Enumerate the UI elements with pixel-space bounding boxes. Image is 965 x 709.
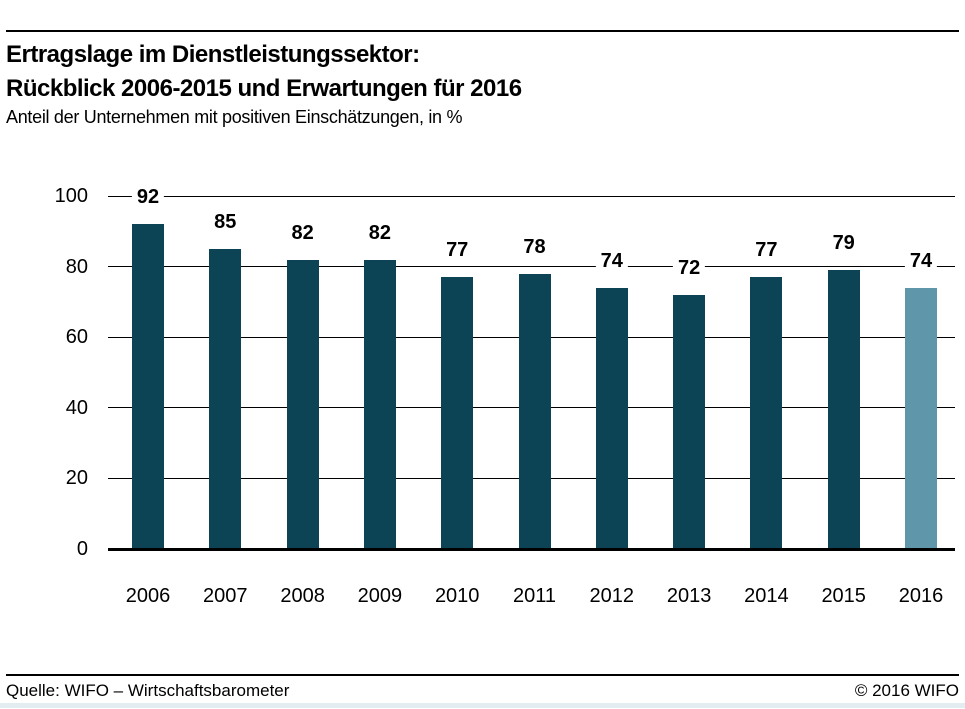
y-axis-tick-label-80: 80 xyxy=(65,255,88,278)
bar-2014 xyxy=(750,277,783,549)
x-axis-label-2009: 2009 xyxy=(357,585,403,607)
x-axis-label-2006: 2006 xyxy=(125,585,171,607)
y-axis-tick-label-100: 100 xyxy=(54,185,88,207)
bottom-strip xyxy=(0,703,965,708)
x-axis-label-2011: 2011 xyxy=(512,585,557,607)
value-label-2010: 77 xyxy=(441,239,474,262)
value-label-2014: 77 xyxy=(750,239,783,262)
chart-title-line1: Ertragslage im Dienstleistungssektor: xyxy=(6,41,420,68)
value-label-2011: 78 xyxy=(518,235,551,258)
gridline-80 xyxy=(108,266,955,268)
y-axis-tick-label-0: 0 xyxy=(76,538,88,560)
y-axis-tick-label-20: 20 xyxy=(65,467,88,490)
y-axis-tick-label-60: 60 xyxy=(65,326,88,349)
footer-rule xyxy=(6,674,959,676)
value-label-2012: 74 xyxy=(595,249,628,272)
bar-2007 xyxy=(209,248,242,549)
value-label-2007: 85 xyxy=(209,210,242,233)
chart-subtitle: Anteil der Unternehmen mit positiven Ein… xyxy=(6,107,463,127)
copyright-text: © 2016 WIFO xyxy=(854,681,959,700)
bar-2015 xyxy=(827,270,860,549)
source-text: Quelle: WIFO – Wirtschaftsbarometer xyxy=(6,681,290,700)
bar-2013 xyxy=(673,294,706,549)
bar-2008 xyxy=(286,259,319,549)
bar-2011 xyxy=(518,273,551,549)
x-axis-label-2008: 2008 xyxy=(280,585,325,607)
chart-title-line2: Rückblick 2006-2015 und Erwartungen für … xyxy=(6,75,522,102)
x-axis-label-2013: 2013 xyxy=(666,585,712,607)
bar-2009 xyxy=(363,259,396,549)
value-label-2013: 72 xyxy=(672,256,706,279)
x-axis-label-2010: 2010 xyxy=(434,585,480,607)
x-axis-label-2012: 2012 xyxy=(589,585,635,607)
gridline-100 xyxy=(108,195,955,197)
chart-title: Ertragslage im Dienstleistungssektor: Rü… xyxy=(6,38,522,106)
x-axis-label-2015: 2015 xyxy=(821,585,866,607)
value-label-2006: 92 xyxy=(131,186,165,209)
x-axis-label-2014: 2014 xyxy=(744,585,789,607)
value-label-2009: 82 xyxy=(363,221,397,244)
bar-2012 xyxy=(595,287,628,549)
top-rule xyxy=(6,30,959,32)
bar-2016 xyxy=(905,287,937,549)
y-axis-tick-label-40: 40 xyxy=(65,396,88,419)
x-axis-baseline xyxy=(108,548,955,551)
x-axis-label-2007: 2007 xyxy=(203,585,248,607)
x-axis-label-2016: 2016 xyxy=(898,585,944,607)
bar-2010 xyxy=(441,277,474,549)
bar-2006 xyxy=(132,224,164,549)
value-label-2015: 79 xyxy=(827,232,860,255)
value-label-2008: 82 xyxy=(286,221,319,244)
value-label-2016: 74 xyxy=(904,249,938,272)
